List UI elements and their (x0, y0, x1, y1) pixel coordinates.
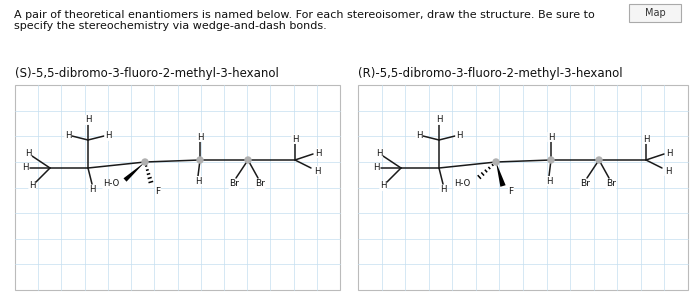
Circle shape (493, 159, 499, 165)
Text: H: H (643, 134, 650, 144)
Text: H: H (314, 167, 321, 176)
Text: H: H (440, 185, 447, 195)
Text: H: H (547, 133, 554, 142)
Text: A pair of theoretical enantiomers is named below. For each stereoisomer, draw th: A pair of theoretical enantiomers is nam… (14, 10, 595, 20)
Text: H: H (666, 148, 672, 158)
Text: F: F (155, 187, 160, 196)
Text: H: H (29, 181, 35, 190)
Text: H: H (85, 116, 91, 125)
Text: H: H (25, 148, 32, 158)
Bar (358, 85, 688, 290)
Circle shape (197, 157, 203, 163)
Text: Br: Br (580, 179, 590, 189)
Text: H: H (292, 134, 298, 144)
Text: Br: Br (255, 179, 265, 189)
Text: H: H (416, 131, 422, 140)
Circle shape (548, 157, 554, 163)
Circle shape (245, 157, 251, 163)
Text: Map: Map (645, 8, 666, 18)
Text: H: H (64, 131, 71, 140)
Polygon shape (496, 162, 505, 187)
Text: H-O: H-O (103, 179, 119, 189)
Text: H: H (546, 176, 552, 185)
Text: H: H (195, 176, 202, 185)
Text: H: H (376, 148, 382, 158)
Text: Br: Br (606, 179, 616, 189)
Text: H: H (665, 167, 671, 176)
Text: (R)-5,5-dibromo-3-fluoro-2-methyl-3-hexanol: (R)-5,5-dibromo-3-fluoro-2-methyl-3-hexa… (358, 67, 622, 80)
Text: Br: Br (229, 179, 239, 189)
Text: F: F (508, 187, 514, 196)
Text: H: H (315, 148, 321, 158)
Text: H: H (89, 185, 95, 195)
Text: H: H (197, 133, 203, 142)
Text: H: H (435, 116, 442, 125)
Text: H: H (456, 131, 462, 140)
Text: (S)-5,5-dibromo-3-fluoro-2-methyl-3-hexanol: (S)-5,5-dibromo-3-fluoro-2-methyl-3-hexa… (15, 67, 279, 80)
Text: specify the stereochemistry via wedge-and-dash bonds.: specify the stereochemistry via wedge-an… (14, 21, 327, 31)
Polygon shape (123, 162, 145, 182)
FancyBboxPatch shape (629, 4, 681, 22)
Text: H: H (105, 131, 111, 140)
Text: H: H (22, 164, 28, 173)
Circle shape (596, 157, 602, 163)
Text: H: H (379, 181, 386, 190)
Text: H: H (372, 164, 379, 173)
Circle shape (142, 159, 148, 165)
Bar (15, 85, 340, 290)
Text: H-O: H-O (454, 179, 470, 189)
